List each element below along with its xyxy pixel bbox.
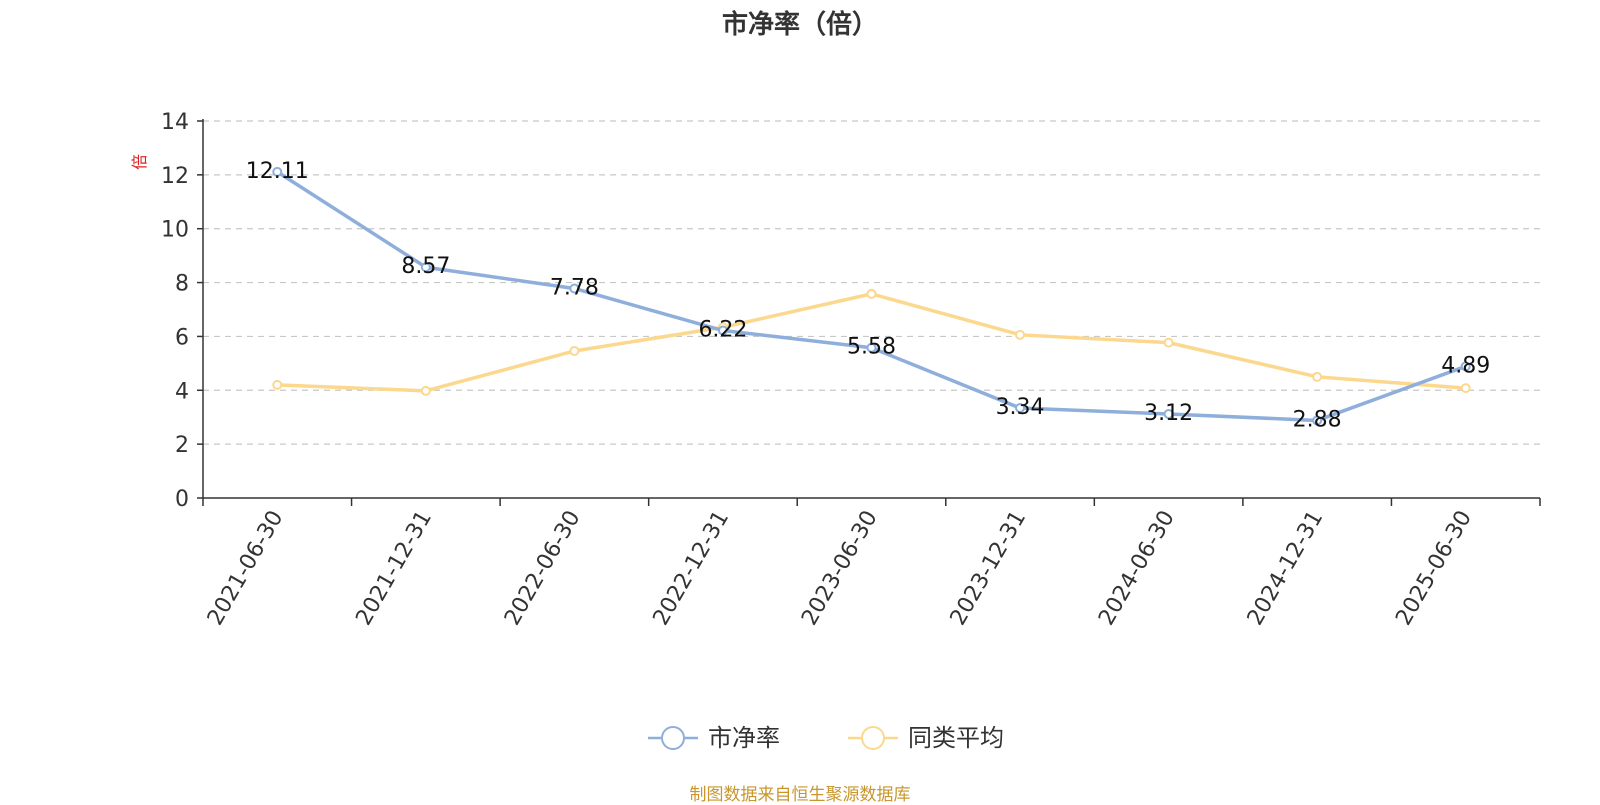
x-tick-label: 2021-12-31 xyxy=(351,507,437,630)
data-point xyxy=(1163,408,1174,419)
y-tick-label: 2 xyxy=(175,433,189,458)
x-tick-label: 2021-06-30 xyxy=(203,507,289,630)
data-point xyxy=(1163,337,1174,348)
data-point xyxy=(1015,329,1026,340)
series-lines xyxy=(272,166,1471,426)
x-tick-label: 2024-12-31 xyxy=(1243,507,1329,630)
data-point xyxy=(420,385,431,396)
y-tick-label: 8 xyxy=(175,272,189,297)
data-point xyxy=(1312,371,1323,382)
data-source-note: 制图数据来自恒生聚源数据库 xyxy=(689,785,911,805)
chart-title: 市净率（倍） xyxy=(721,10,878,40)
grid-lines xyxy=(203,120,1540,445)
data-label: 2.88 xyxy=(1293,407,1342,432)
x-tick-labels: 2021-06-30 2021-12-31 2022-06-30 2022-12-31… xyxy=(203,507,1477,630)
legend-marker xyxy=(661,726,685,750)
data-point xyxy=(420,262,431,273)
data-point xyxy=(569,283,580,294)
axes xyxy=(197,119,1541,506)
legend: 市净率 同类平均 xyxy=(648,724,1004,752)
y-axis-label: 倍 xyxy=(130,154,149,170)
x-tick-label: 2023-06-30 xyxy=(797,507,883,630)
x-tick-label: 2023-12-31 xyxy=(946,507,1032,630)
data-label: 5.58 xyxy=(847,335,896,360)
data-point xyxy=(866,342,877,353)
legend-label: 同类平均 xyxy=(908,724,1004,752)
y-tick-label: 14 xyxy=(161,110,189,135)
y-tick-labels: 0 2 4 6 8 10 12 14 xyxy=(161,110,189,512)
y-tick-label: 12 xyxy=(161,164,189,189)
data-point xyxy=(272,379,283,390)
data-point xyxy=(1460,383,1471,394)
data-label: 6.22 xyxy=(698,318,747,343)
data-label: 4.89 xyxy=(1441,353,1490,378)
data-labels: 12.11 8.57 7.78 6.22 5.58 3.34 3.12 2.88 4.89 xyxy=(246,159,1490,433)
data-point xyxy=(1460,361,1471,372)
x-tick-label: 2025-06-30 xyxy=(1391,507,1477,630)
y-tick-label: 4 xyxy=(175,379,189,404)
data-point xyxy=(569,345,580,356)
legend-label: 市净率 xyxy=(708,724,780,752)
data-label: 12.11 xyxy=(246,159,309,184)
x-tick-label: 2022-12-31 xyxy=(649,507,735,630)
data-label: 3.34 xyxy=(996,395,1045,420)
data-label: 8.57 xyxy=(401,254,450,279)
y-tick-label: 0 xyxy=(175,487,189,512)
data-label: 3.12 xyxy=(1144,401,1193,426)
y-tick-label: 10 xyxy=(161,218,189,243)
x-tick-label: 2022-06-30 xyxy=(500,507,586,630)
legend-marker xyxy=(861,726,885,750)
data-point xyxy=(1015,403,1026,414)
x-tick-label: 2024-06-30 xyxy=(1094,507,1180,630)
data-point xyxy=(866,288,877,299)
data-label: 7.78 xyxy=(550,275,599,300)
data-point xyxy=(717,325,728,336)
data-point xyxy=(1312,415,1323,426)
y-tick-label: 6 xyxy=(175,325,189,350)
data-point xyxy=(272,166,283,177)
